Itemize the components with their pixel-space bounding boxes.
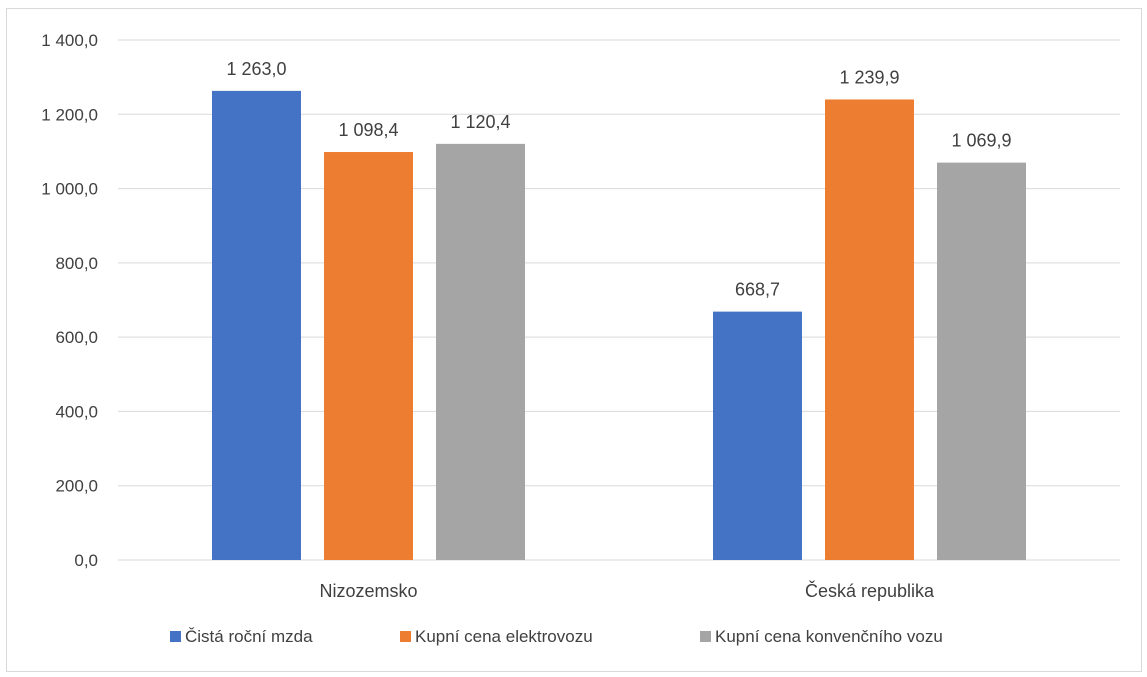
y-tick-label: 0,0 [74,551,98,570]
y-tick-label: 800,0 [55,254,98,273]
legend-swatch [170,631,181,642]
x-category-label: Nizozemsko [319,581,417,601]
bar [436,143,525,560]
legend: Čistá roční mzda Kupní cena elektrovozu Ku… [170,627,943,646]
y-tick-label: 200,0 [55,477,98,496]
y-tick-label: 400,0 [55,402,98,421]
data-label: 1 069,9 [951,131,1011,151]
data-label: 668,7 [735,280,780,300]
data-label: 1 239,9 [839,67,899,87]
bar [825,99,914,561]
legend-label: Čistá roční mzda [185,627,313,646]
y-tick-label: 1 400,0 [41,31,98,50]
bars [212,90,1026,561]
bar [713,311,802,560]
legend-label: Kupní cena elektrovozu [415,627,593,646]
data-labels: 1 263,0 1 098,4 1 120,4 668,7 1 239,9 1 069,9 [226,59,1011,300]
data-label: 1 263,0 [226,59,286,79]
data-label: 1 120,4 [450,112,510,132]
bar [212,90,301,560]
legend-swatch [400,631,411,642]
x-category-label: Česká republika [805,580,935,601]
y-tick-label: 1 000,0 [41,180,98,199]
bar [324,152,413,560]
legend-swatch [700,631,711,642]
data-label: 1 098,4 [338,120,398,140]
y-tick-label: 600,0 [55,328,98,347]
legend-label: Kupní cena konvenčního vozu [715,627,943,646]
bar [937,162,1026,560]
y-tick-label: 1 200,0 [41,105,98,124]
x-axis-category-labels: Nizozemsko Česká republika [319,580,935,601]
y-axis-tick-labels: 0,0 200,0 400,0 600,0 800,0 1 000,0 1 200,0 1 4… [41,31,98,570]
